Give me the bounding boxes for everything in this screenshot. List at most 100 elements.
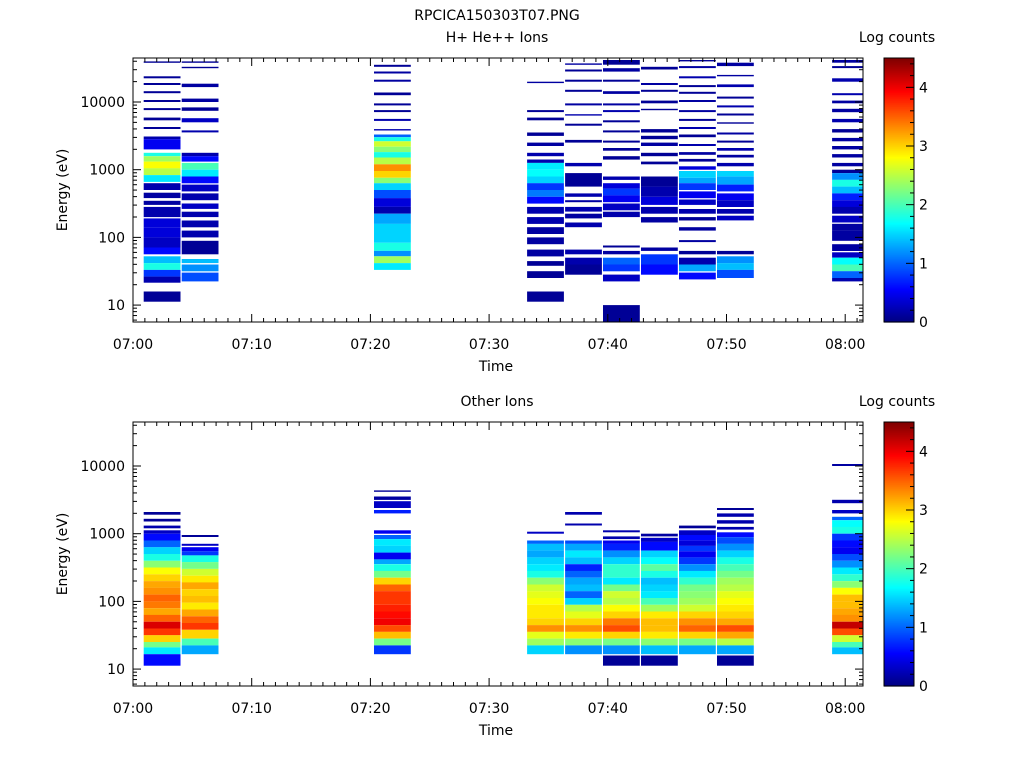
colorbar-tick-label: 0	[919, 679, 928, 695]
heatmap-cell	[143, 76, 181, 79]
heatmap-cell	[717, 171, 754, 177]
heatmap-cell	[717, 113, 754, 116]
heatmap-cell	[832, 520, 863, 527]
colorbar-segment	[884, 90, 914, 93]
heatmap-cell	[181, 535, 219, 537]
heatmap-cell	[717, 520, 754, 524]
x-tick-label: 07:10	[232, 337, 272, 353]
heatmap-cell	[374, 141, 411, 147]
colorbar-segment	[884, 260, 914, 263]
colorbar-segment	[884, 652, 914, 655]
heatmap-cell	[603, 203, 640, 211]
colorbar-segment	[884, 574, 914, 577]
x-tick-label: 07:50	[706, 337, 746, 353]
colorbar-segment	[884, 110, 914, 113]
heatmap-cell	[565, 557, 602, 565]
colorbar-segment	[884, 214, 914, 217]
colorbar-segment	[884, 550, 914, 553]
colorbar-segment	[884, 476, 914, 479]
heatmap-cell	[527, 249, 564, 257]
heatmap-cell	[374, 137, 411, 142]
heatmap-cell	[717, 625, 754, 632]
heatmap-cell	[181, 220, 219, 228]
heatmap-cell	[641, 533, 678, 537]
heatmap-cell	[679, 76, 716, 79]
heatmap-cell	[679, 144, 716, 146]
heatmap-cell	[527, 237, 564, 245]
heatmap-cell	[641, 557, 678, 565]
colorbar-segment	[884, 282, 914, 285]
colorbar-segment	[884, 252, 914, 255]
heatmap-cell	[181, 543, 219, 546]
heatmap-cell	[832, 608, 863, 615]
colorbar-segment	[884, 264, 914, 267]
colorbar-segment	[884, 154, 914, 157]
heatmap-cell	[717, 176, 754, 185]
heatmap-cell	[565, 584, 602, 592]
heatmap-cell	[603, 570, 640, 578]
heatmap-cell	[143, 237, 181, 248]
heatmap-cell	[181, 623, 219, 630]
heatmap-cell	[374, 570, 411, 578]
heatmap-cell	[374, 564, 411, 571]
heatmap-cell	[717, 508, 754, 510]
colorbar-segment	[884, 92, 914, 95]
heatmap-cell	[832, 601, 863, 609]
heatmap-cell	[181, 259, 219, 264]
colorbar-segment	[884, 566, 914, 569]
heatmap-cell	[143, 621, 181, 629]
heatmap-cell	[717, 604, 754, 612]
heatmap-cell	[832, 162, 863, 167]
heatmap-cell	[832, 614, 863, 622]
colorbar-segment	[884, 166, 914, 169]
heatmap-cell	[603, 264, 640, 272]
heatmap-cell	[374, 157, 411, 165]
heatmap-cell	[374, 152, 411, 158]
y-tick-label: 10000	[80, 459, 125, 475]
heatmap-cell	[374, 611, 411, 619]
heatmap-cell	[679, 631, 716, 639]
heatmap-cell	[143, 256, 181, 264]
heatmap-cell	[832, 628, 863, 636]
colorbar-segment	[884, 486, 914, 489]
heatmap-cell	[143, 183, 181, 190]
heatmap-cell	[717, 532, 754, 537]
heatmap-cell	[143, 547, 181, 554]
colorbar-segment	[884, 300, 914, 303]
heatmap-cell	[717, 132, 754, 135]
heatmap-cell	[374, 110, 411, 113]
colorbar-segment	[884, 62, 914, 65]
heatmap-cell	[565, 618, 602, 626]
heatmap-cell	[565, 645, 602, 655]
heatmap-cell	[565, 631, 602, 639]
heatmap-cell	[374, 263, 411, 270]
colorbar-segment	[884, 98, 914, 101]
heatmap-cell	[565, 213, 602, 219]
colorbar-segment	[884, 642, 914, 645]
colorbar: 0 1 2 3 4	[883, 421, 928, 695]
heatmap-cell	[181, 83, 219, 88]
heatmap-cell	[717, 655, 754, 666]
heatmap-cell	[603, 631, 640, 639]
colorbar-segment	[884, 540, 914, 543]
heatmap-cell	[641, 161, 678, 165]
colorbar-segment	[884, 558, 914, 561]
colorbar-segment	[884, 552, 914, 555]
colorbar-segment	[884, 88, 914, 91]
axes: 07:00 07:10 07:20 07:30 07:40 07:50 08:00 10 100…	[80, 57, 865, 353]
colorbar-segment	[884, 626, 914, 629]
heatmap-cell	[679, 199, 716, 205]
heatmap-cell	[143, 269, 181, 277]
y-tick-label: 100	[98, 594, 125, 610]
colorbar-segment	[884, 178, 914, 181]
heatmap-cell	[374, 146, 411, 153]
colorbar-segment	[884, 586, 914, 589]
heatmap-cell	[181, 203, 219, 209]
heatmap-cell	[641, 247, 678, 251]
heatmap-cell	[679, 598, 716, 605]
colorbar-segment	[884, 220, 914, 223]
heatmap-cell	[679, 209, 716, 214]
colorbar-segment	[884, 316, 914, 319]
heatmap-cell	[527, 271, 564, 278]
heatmap-cell	[527, 598, 564, 605]
